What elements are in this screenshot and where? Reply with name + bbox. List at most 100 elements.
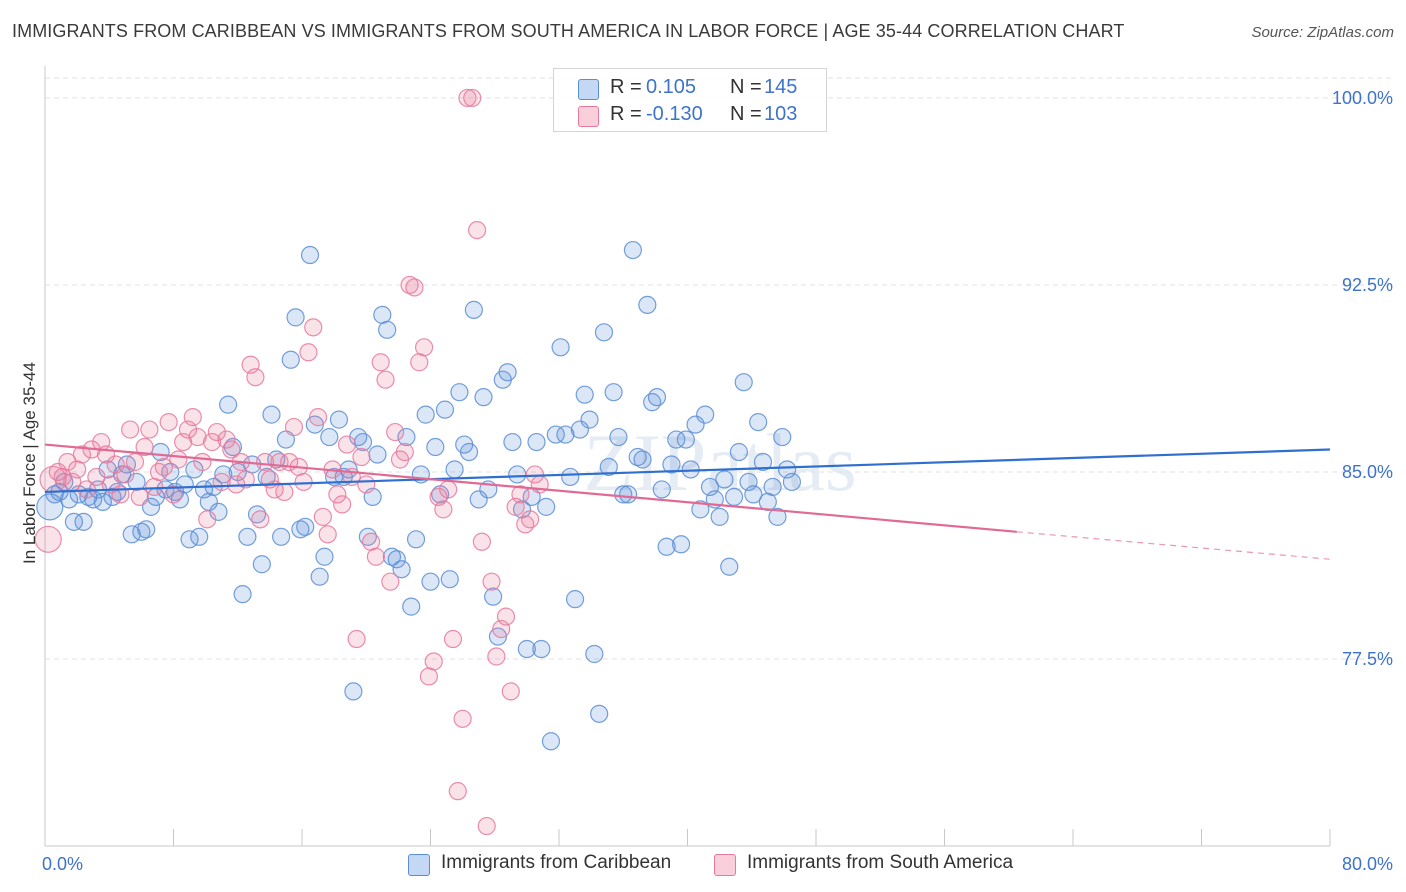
- caribbean-point: [551, 338, 570, 357]
- south-america-point: [463, 88, 482, 108]
- south-america-point: [434, 500, 453, 519]
- south-america-point: [381, 572, 400, 591]
- caribbean-point: [137, 520, 156, 539]
- caribbean-legend-swatch: [408, 854, 430, 876]
- legend-n-label: N =: [730, 76, 762, 98]
- caribbean-swatch: [578, 79, 599, 100]
- south-america-point: [116, 465, 135, 484]
- caribbean-point: [590, 704, 609, 723]
- caribbean-point: [585, 644, 604, 664]
- caribbean-point: [580, 410, 599, 429]
- caribbean-point: [503, 432, 522, 452]
- legend-box: R = 0.105 N = 145 R = -0.130 N = 103: [553, 68, 827, 132]
- south-america-point: [352, 447, 371, 467]
- south-america-point: [477, 816, 496, 836]
- caribbean-point: [753, 452, 773, 472]
- caribbean-point: [647, 388, 667, 407]
- y-tick-label: 100.0%: [1332, 88, 1393, 108]
- south-america-point: [294, 472, 313, 492]
- caribbean-point: [469, 490, 488, 509]
- south-america-point: [520, 510, 540, 529]
- south-america-trend-extension: [1016, 531, 1331, 560]
- caribbean-point: [368, 445, 387, 464]
- caribbean-point: [406, 530, 426, 549]
- south-america-r-value: -0.130: [646, 103, 703, 125]
- south-america-point: [424, 652, 443, 671]
- south-america-trend-line: [44, 443, 1017, 533]
- caribbean-point: [108, 482, 127, 502]
- south-america-point: [34, 525, 62, 553]
- caribbean-point: [286, 308, 305, 327]
- south-america-point: [246, 368, 265, 387]
- caribbean-point: [421, 572, 440, 591]
- caribbean-point: [667, 430, 686, 449]
- south-america-point: [405, 278, 424, 297]
- caribbean-point: [353, 432, 373, 452]
- caribbean-point: [464, 300, 483, 319]
- south-america-point: [198, 510, 217, 529]
- south-america-point: [448, 782, 467, 801]
- caribbean-point: [262, 405, 281, 424]
- caribbean-point: [74, 512, 93, 531]
- caribbean-point: [570, 420, 589, 439]
- caribbean-point: [310, 567, 329, 586]
- caribbean-point: [416, 405, 435, 424]
- caribbean-n-value: 145: [764, 76, 798, 98]
- caribbean-point: [541, 732, 561, 751]
- south-america-point: [453, 709, 472, 728]
- south-america-point: [467, 220, 487, 240]
- caribbean-point: [45, 485, 64, 504]
- caribbean-point: [387, 550, 406, 569]
- south-america-point: [188, 427, 207, 447]
- south-america-point: [304, 318, 323, 337]
- south-america-point: [251, 510, 270, 529]
- south-america-point: [443, 629, 463, 649]
- caribbean-point: [445, 460, 464, 479]
- south-america-point: [496, 607, 516, 626]
- caribbean-point: [252, 555, 271, 574]
- caribbean-point: [676, 430, 695, 449]
- south-america-point: [87, 467, 106, 487]
- caribbean-point: [151, 442, 170, 462]
- caribbean-point: [315, 547, 334, 566]
- y-tick-label: 77.5%: [1342, 649, 1393, 669]
- south-america-swatch: [578, 106, 599, 127]
- south-america-point: [501, 682, 520, 701]
- south-america-legend-label: Immigrants from South America: [747, 852, 1014, 873]
- caribbean-point: [532, 639, 551, 659]
- y-tick-label: 92.5%: [1342, 275, 1393, 295]
- south-america-point: [333, 495, 352, 514]
- caribbean-point: [300, 245, 320, 265]
- caribbean-point: [715, 470, 734, 489]
- caribbean-point: [344, 682, 363, 701]
- caribbean-point: [594, 323, 614, 342]
- caribbean-point: [749, 412, 768, 432]
- south-america-point: [135, 437, 154, 457]
- south-america-point: [487, 647, 506, 666]
- south-america-point: [337, 435, 357, 454]
- south-america-point: [154, 457, 173, 477]
- caribbean-point: [329, 410, 349, 429]
- caribbean-point: [575, 385, 594, 404]
- caribbean-point: [474, 388, 493, 407]
- caribbean-point: [93, 492, 112, 511]
- south-america-point: [58, 452, 77, 472]
- points: [34, 88, 802, 836]
- caribbean-point: [734, 373, 753, 392]
- south-america-point: [439, 480, 458, 499]
- south-america-point: [130, 487, 149, 507]
- south-america-point: [121, 420, 140, 439]
- caribbean-point: [272, 527, 291, 546]
- axes: [44, 66, 1331, 847]
- caribbean-point: [291, 520, 310, 539]
- caribbean-point: [459, 442, 479, 462]
- caribbean-point: [729, 442, 749, 462]
- south-america-point: [357, 475, 376, 494]
- caribbean-point: [247, 505, 267, 524]
- south-america-point: [207, 422, 226, 442]
- caribbean-point: [691, 500, 710, 519]
- caribbean-point: [320, 427, 339, 447]
- south-america-point: [217, 430, 236, 449]
- caribbean-point: [132, 522, 151, 541]
